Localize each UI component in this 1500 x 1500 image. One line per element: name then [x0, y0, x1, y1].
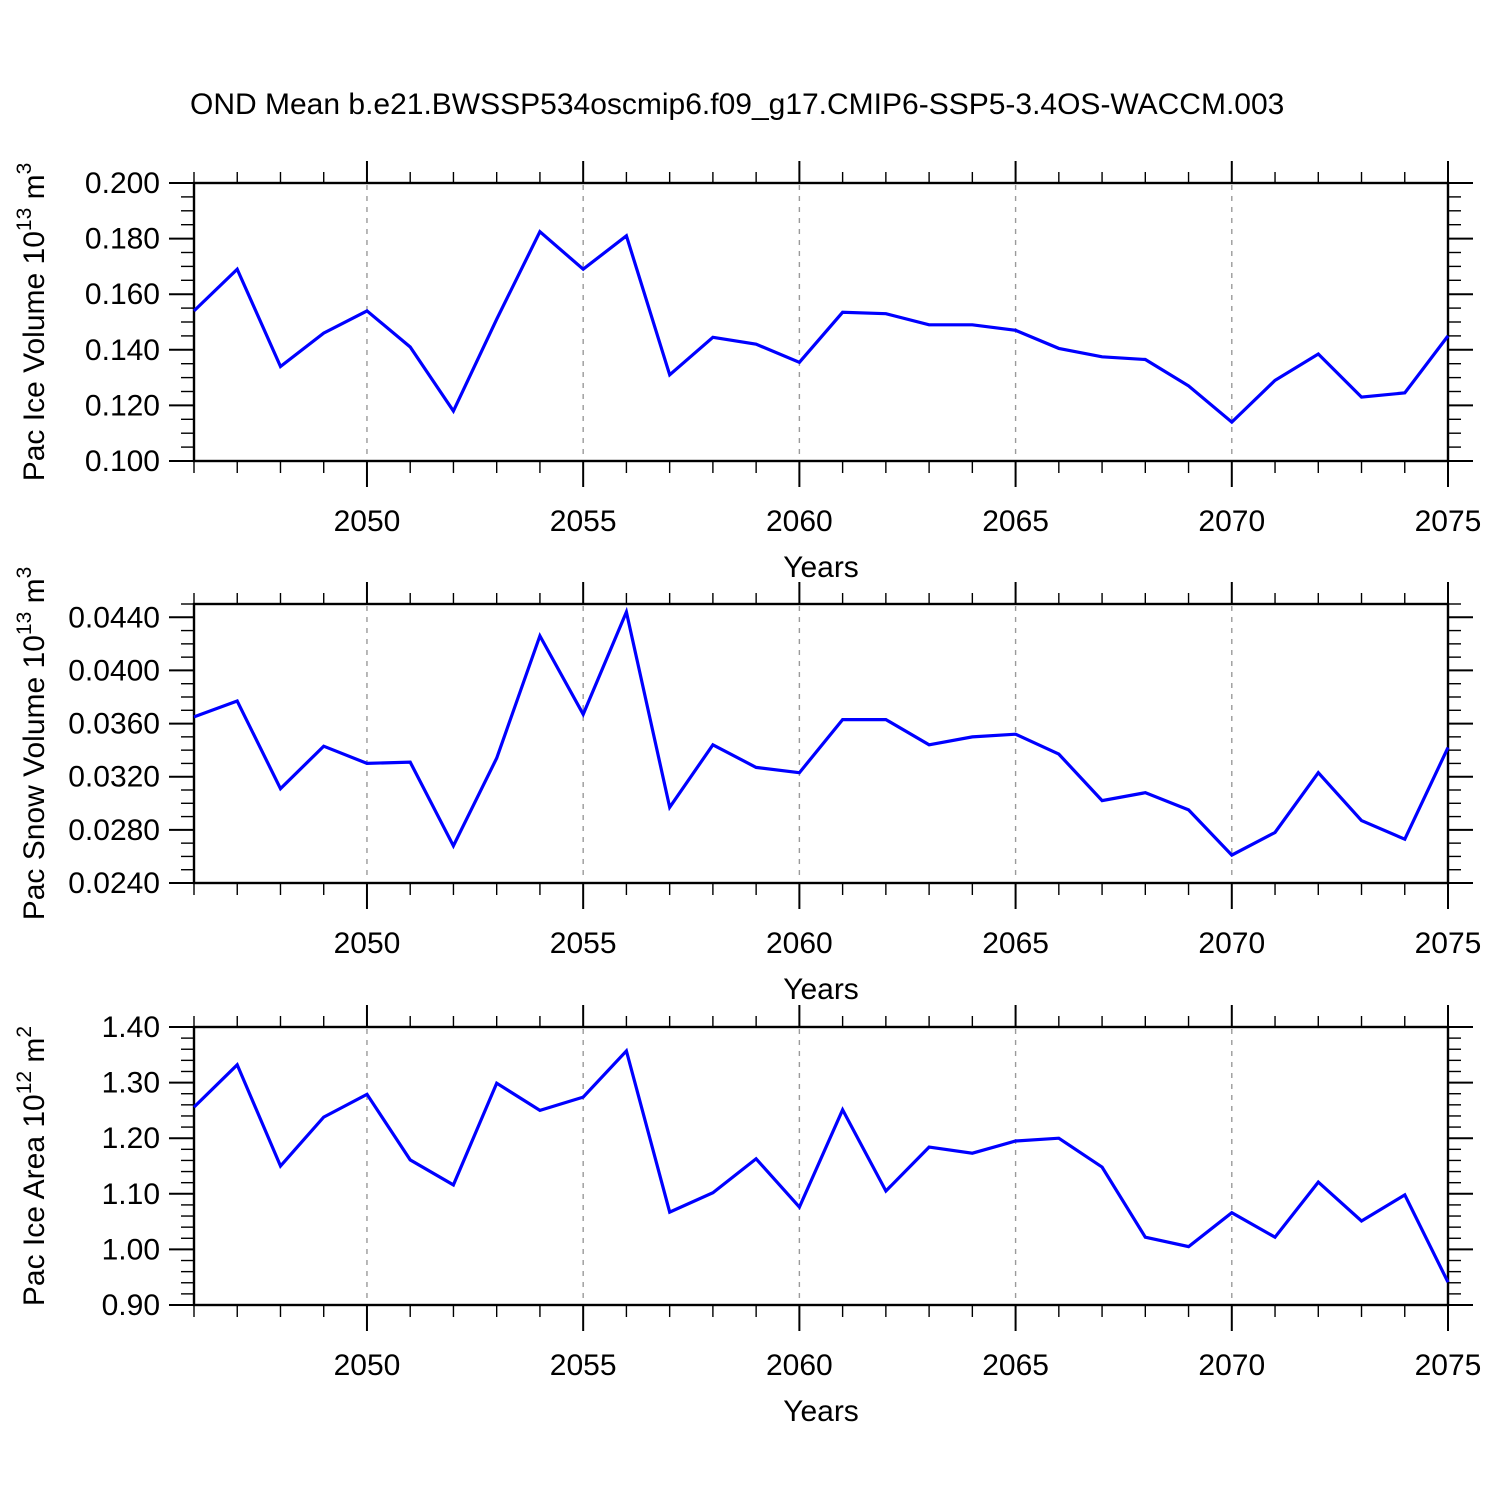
x-tick-label: 2075	[1415, 927, 1482, 960]
y-axis-label: Pac Ice Volume 1013 m3	[13, 163, 51, 482]
y-tick-label: 0.120	[85, 389, 160, 422]
x-tick-label: 2070	[1198, 505, 1265, 538]
x-tick-label: 2060	[766, 505, 833, 538]
x-tick-label: 2050	[334, 1349, 401, 1382]
x-tick-label: 2070	[1198, 927, 1265, 960]
x-tick-label: 2060	[766, 927, 833, 960]
data-line-pac-ice-volume	[192, 229, 1450, 425]
y-tick-label: 1.30	[102, 1067, 160, 1100]
y-tick-label: 0.0400	[68, 654, 160, 687]
panel-pac-ice-volume: 0.100 0.120 0.140 0.160 0.180 0.200 2050 2055 20…	[13, 161, 1481, 584]
y-axis-label: Pac Ice Area 1012 m2	[13, 1026, 51, 1306]
x-tick-label: 2065	[982, 1349, 1049, 1382]
x-axis-label: Years	[783, 973, 859, 1006]
axis-frame	[192, 602, 1450, 885]
x-axis-label: Years	[783, 1395, 859, 1428]
y-tick-label: 1.00	[102, 1233, 160, 1266]
y-tick-label: 0.90	[102, 1289, 160, 1322]
y-tick-label: 0.140	[85, 334, 160, 367]
x-tick-label: 2070	[1198, 1349, 1265, 1382]
x-tick-label: 2075	[1415, 505, 1482, 538]
y-tick-label: 0.0320	[68, 761, 160, 794]
x-tick-label: 2075	[1415, 1349, 1482, 1382]
data-line-pac-snow-volume	[193, 606, 1450, 858]
x-tick-label: 2065	[982, 927, 1049, 960]
panel-pac-snow-volume: 0.0240 0.0280 0.0320 0.0360 0.0400 0.0440 2050…	[13, 567, 1481, 1006]
y-tick-label: 1.40	[102, 1011, 160, 1044]
x-tick-label: 2055	[550, 1349, 617, 1382]
x-tick-label: 2050	[334, 927, 401, 960]
y-tick-label: 1.10	[102, 1178, 160, 1211]
x-tick-label: 2060	[766, 1349, 833, 1382]
x-tick-label: 2050	[334, 505, 401, 538]
y-tick-label: 0.0240	[68, 867, 160, 900]
y-tick-label: 0.0360	[68, 708, 160, 741]
data-line-pac-ice-area	[192, 1047, 1450, 1283]
y-tick-label: 0.180	[85, 223, 160, 256]
y-tick-label: 0.100	[85, 445, 160, 478]
y-tick-label: 1.20	[102, 1122, 160, 1155]
x-axis-label: Years	[783, 551, 859, 584]
x-tick-label: 2055	[550, 505, 617, 538]
y-tick-label: 0.0440	[68, 601, 160, 634]
panel-pac-ice-area: 0.90 1.00 1.10 1.20 1.30 1.40 2050 2055 2060 2065…	[13, 1005, 1481, 1428]
figure-title: OND Mean b.e21.BWSSP534oscmip6.f09_g17.C…	[190, 88, 1285, 121]
x-tick-label: 2055	[550, 927, 617, 960]
axis-frame	[192, 1025, 1450, 1307]
y-tick-label: 0.160	[85, 278, 160, 311]
axis-frame	[192, 181, 1450, 463]
y-tick-label: 0.0280	[68, 814, 160, 847]
y-axis-label: Pac Snow Volume 1013 m3	[13, 567, 51, 921]
y-tick-label: 0.200	[85, 167, 160, 200]
x-tick-label: 2065	[982, 505, 1049, 538]
